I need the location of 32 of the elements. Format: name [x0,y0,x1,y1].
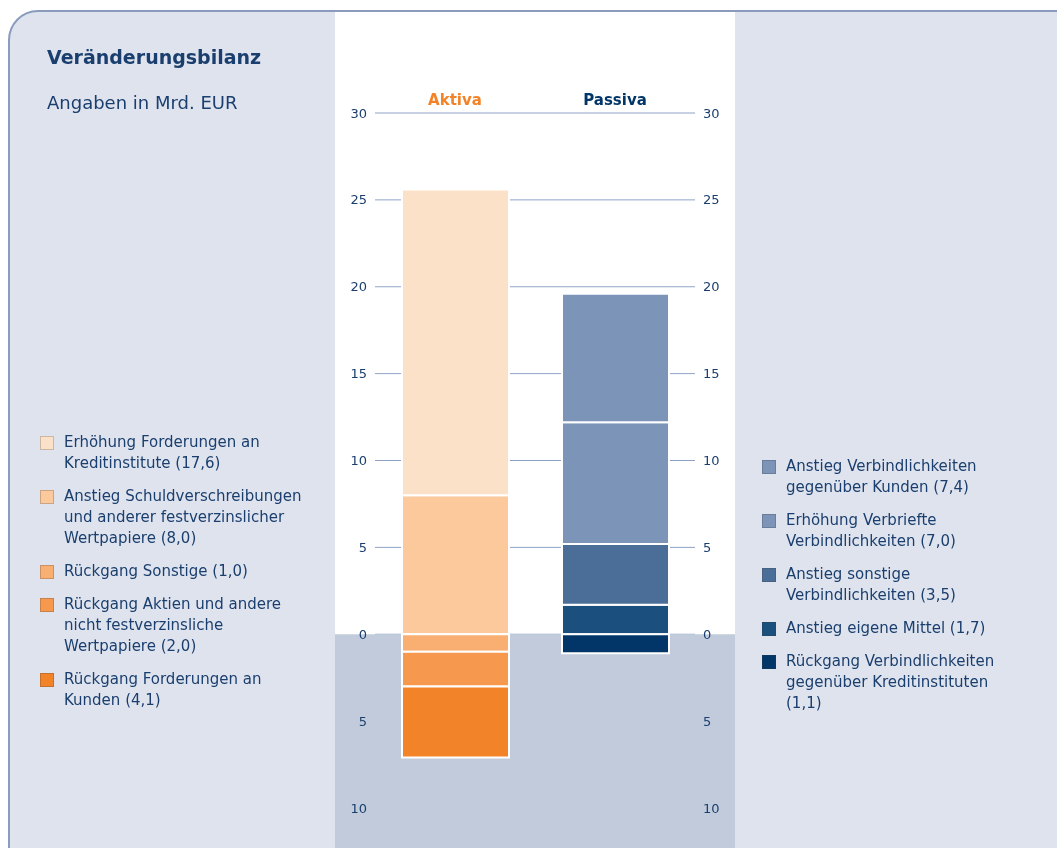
legend-label: Rückgang Forderungen an Kunden (4,1) [64,669,263,711]
y2-tick-label: 5 [703,713,712,729]
y-tick-label: 25 [350,192,367,208]
x-tick-label: Aktiva [428,91,482,109]
legend-label: Rückgang Aktien und andere nicht festverzinsliche Wertpapiere (2,0) [64,594,283,657]
y2-tick-label: 25 [703,192,720,208]
text: Angaben in Mrd. EUR [47,92,238,113]
legend-label: Anstieg Schuldverschreibungen und anderer festverzinslicher Wertpapiere (8,0) [64,486,303,549]
x-tick-label: Passiva [583,91,647,109]
y2-tick-label: 20 [703,279,720,295]
y-tick-label: 10 [350,453,367,469]
legend-label: Erhöhung Forderungen an Kreditinstitute (17,6) [64,432,261,474]
legend-label: Anstieg sonstige Verbindlichkeiten (3,5) [786,564,957,606]
y2-tick-label: 10 [703,453,720,469]
legend-label: Erhöhung Verbriefte Verbindlichkeiten (7,0) [786,510,957,552]
legend-label: Rückgang Verbindlichkeiten gegenüber Kreditinstituten (1,1) [786,651,996,714]
y-tick-label: 15 [350,366,367,382]
legend-label: Anstieg Verbindlichkeiten gegenüber Kunden (7,4) [786,456,978,498]
y2-tick-label: 30 [703,105,720,121]
y2-tick-label: 15 [703,366,720,382]
y2-tick-label: 5 [703,539,712,555]
y-tick-label: 30 [350,105,367,121]
y2-tick-label: 0 [703,626,712,642]
y-tick-label: 10 [350,800,367,816]
y-tick-label: 5 [358,539,367,555]
y-tick-label: 0 [358,626,367,642]
text: Veränderungsbilanz [47,46,262,68]
y-tick-label: 20 [350,279,367,295]
y-tick-label: 5 [358,713,367,729]
legend-label: Rückgang Sonstige (1,0) [64,561,248,582]
y2-tick-label: 10 [703,800,720,816]
legend-label: Anstieg eigene Mittel (1,7) [786,618,986,639]
